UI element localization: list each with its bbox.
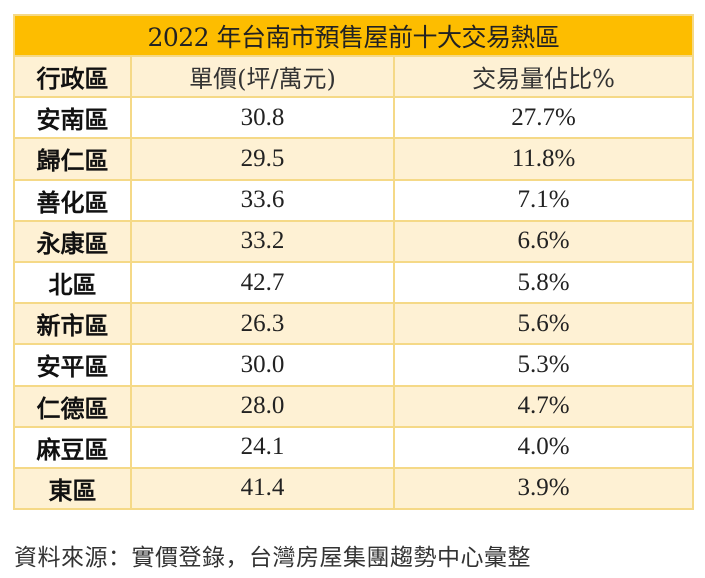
table-row: 安南區 30.8 27.7% [13,96,695,140]
data-table: 2022 年台南市預售屋前十大交易熱區 行政區 單價(坪/萬元) 交易量佔比% … [12,13,695,511]
table-row: 永康區 33.2 6.6% [13,219,695,263]
share-cell: 4.7% [392,384,695,428]
share-cell: 5.8% [392,260,695,305]
table-title: 2022 年台南市預售屋前十大交易熱區 [12,13,695,58]
table-row: 麻豆區 24.1 4.0% [13,425,695,469]
unit-price-cell: 33.2 [130,219,395,263]
table-row: 歸仁區 29.5 11.8% [13,137,695,181]
share-cell: 11.8% [392,137,695,181]
district-cell: 東區 [13,466,132,511]
unit-price-cell: 26.3 [130,302,395,346]
source-note: 資料來源：實價登錄，台灣房屋集團趨勢中心彙整 [14,545,531,571]
unit-price-cell: 29.5 [130,137,395,181]
column-header-district: 行政區 [13,55,132,99]
unit-price-cell: 28.0 [130,384,395,428]
header-row: 行政區 單價(坪/萬元) 交易量佔比% [13,55,695,99]
district-cell: 善化區 [13,178,132,222]
table-row: 新市區 26.3 5.6% [13,302,695,346]
table-row: 安平區 30.0 5.3% [13,343,695,387]
share-cell: 3.9% [392,466,695,511]
share-cell: 6.6% [392,219,695,263]
unit-price-cell: 30.0 [130,343,395,387]
share-cell: 4.0% [392,425,695,469]
column-header-unit-price: 單價(坪/萬元) [130,55,395,99]
district-cell: 仁德區 [13,384,132,428]
district-cell: 新市區 [13,302,132,346]
share-cell: 5.3% [392,343,695,387]
district-cell: 麻豆區 [13,425,132,469]
table-row: 東區 41.4 3.9% [13,466,695,511]
column-header-share: 交易量佔比% [392,55,695,99]
unit-price-cell: 30.8 [130,96,395,140]
title-row: 2022 年台南市預售屋前十大交易熱區 [12,13,695,58]
table-row: 北區 42.7 5.8% [13,260,695,305]
district-cell: 北區 [13,260,132,305]
table-row: 善化區 33.6 7.1% [13,178,695,222]
share-cell: 7.1% [392,178,695,222]
unit-price-cell: 42.7 [130,260,395,305]
table-row: 仁德區 28.0 4.7% [13,384,695,428]
district-cell: 永康區 [13,219,132,263]
unit-price-cell: 24.1 [130,425,395,469]
share-cell: 27.7% [392,96,695,140]
unit-price-cell: 33.6 [130,178,395,222]
district-cell: 安南區 [13,96,132,140]
unit-price-cell: 41.4 [130,466,395,511]
district-cell: 安平區 [13,343,132,387]
share-cell: 5.6% [392,302,695,346]
district-cell: 歸仁區 [13,137,132,181]
